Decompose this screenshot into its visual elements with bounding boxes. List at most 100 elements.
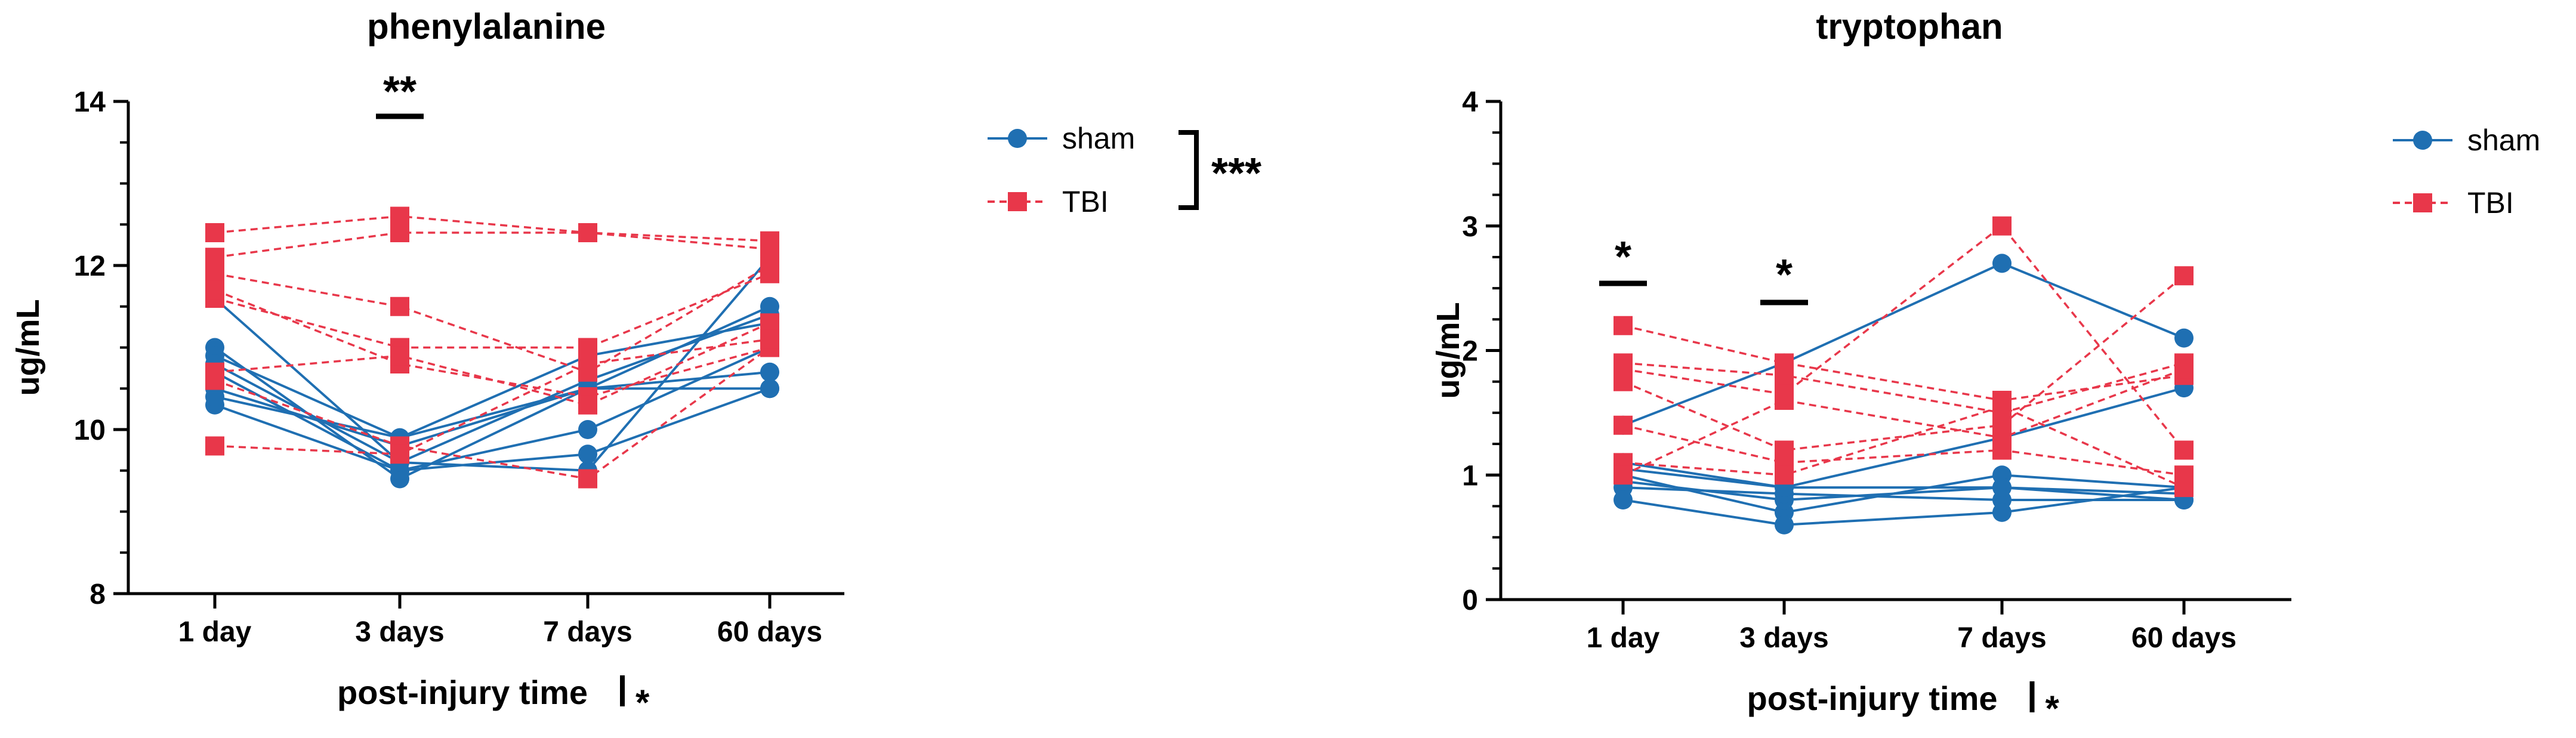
chart2-x-tick-label: 1 day (1587, 622, 1660, 654)
chart1-x-axis-significance: * (635, 683, 650, 722)
chart1-tbi-data-point (760, 239, 779, 259)
chart2-tbi-series-line (1622, 405, 2185, 489)
chart2-tbi-data-point (1614, 372, 1633, 391)
chart2-significance-label: * (1615, 233, 1631, 281)
chart2-tbi-series-line (1622, 274, 2185, 452)
chart2-tbi-series-line (1622, 325, 2185, 402)
chart1-tbi-data-point (578, 395, 597, 415)
chart2-y-tick-label: 0 (1462, 585, 1478, 616)
chart1-y-tick-label: 14 (74, 87, 106, 118)
chart2-legend-label-tbi: TBI (2467, 186, 2514, 220)
chart2-y-axis-label: ug/mL (1430, 302, 1466, 399)
chart1-tbi-data-point (205, 436, 224, 456)
chart2-sham-data-point (1992, 478, 2012, 498)
chart1-tbi-series-line (214, 322, 770, 406)
chart1-y-tick-label: 8 (90, 579, 106, 610)
chart1-sham-series-line (214, 387, 770, 439)
chart1-tbi-data-point (390, 297, 409, 316)
chart1-tbi-data-point (578, 469, 597, 489)
chart2-tbi-data-point (2174, 440, 2194, 460)
chart1-tbi-data-point (205, 370, 224, 390)
chart1-sham-data-point (760, 379, 779, 399)
chart1-legend-label-sham: sham (1062, 122, 1135, 155)
chart1-sham-series-line (214, 387, 770, 472)
chart1-legend-bracket (1179, 130, 1199, 210)
chart2-tbi-data-point (1992, 428, 2012, 447)
chart1-tbi-series-line (214, 347, 771, 480)
chart1-tbi-data-point (578, 223, 597, 242)
chart2-tbi-data-point (1775, 465, 1794, 485)
chart2-tbi-data-point (2174, 359, 2194, 379)
chart2-x-tick-label: 60 days (2131, 622, 2236, 654)
chart2-tbi-data-point (2174, 478, 2194, 498)
chart1-x-axis-label: post-injury time (337, 674, 588, 711)
chart2-sham-data-point (1614, 490, 1633, 510)
chart1-legend-bracket-label: *** (1211, 150, 1261, 197)
chart2-tbi-series-line (1622, 362, 2185, 414)
chart2-tbi-data-point (1992, 216, 2012, 236)
chart1-tbi-series-line (214, 338, 770, 456)
chart2-tbi-data-point (1992, 397, 2012, 416)
chart2-x-axis-significance: * (2046, 688, 2060, 728)
chart1-tbi-data-point (760, 313, 779, 333)
chart1-title: phenylalanine (367, 7, 606, 47)
chart1-tbi-series-line (214, 264, 770, 373)
chart2-y-tick-label: 4 (1462, 87, 1478, 118)
chart2-y-tick-label: 1 (1462, 460, 1478, 492)
chart2-tbi-series-line (1622, 424, 2185, 476)
chart2-sham-data-point (1992, 254, 2012, 273)
chart1-tbi-data-point (760, 329, 779, 349)
chart1-tbi-data-point (205, 248, 224, 267)
chart2-sham-data-point (1775, 515, 1794, 535)
chart2-sham-series-line (1622, 467, 2185, 501)
chart2-tbi-series-line (1622, 368, 2185, 476)
chart2-sham-series-line (1622, 262, 2185, 427)
chart2-sham-data-point (2174, 328, 2194, 348)
chart2-legend-marker-sham (2413, 131, 2432, 150)
chart1-x-tick-label: 1 day (178, 616, 252, 648)
chart1-legend-marker-sham (1008, 129, 1027, 148)
chart2-x-axis-label: post-injury time (1747, 680, 1997, 717)
chart1-tbi-series-line (214, 273, 770, 349)
chart1-sham-data-point (205, 387, 224, 406)
chart2-tbi-data-point (1775, 391, 1794, 410)
chart1-tbi-series-line (214, 215, 770, 242)
chart2-sham-data-point (1992, 502, 2012, 522)
chart2-sham-series-line (1622, 486, 2185, 526)
chart1-tbi-data-point (390, 223, 409, 242)
chart1-tbi-series-line (214, 289, 770, 398)
chart1-x-tick-label: 60 days (717, 616, 822, 648)
chart1-sham-data-point (578, 420, 597, 439)
chart2-tbi-data-point (1775, 366, 1794, 385)
chart1-tbi-data-point (578, 338, 597, 357)
chart1-tbi-data-point (205, 264, 224, 283)
chart1-y-tick-label: 10 (74, 415, 106, 446)
chart2-y-tick-label: 2 (1462, 336, 1478, 368)
chart1-tbi-data-point (390, 206, 409, 226)
chart2-significance-label: * (1776, 251, 1793, 299)
chart1-tbi-data-point (205, 223, 224, 242)
chart2-tbi-data-point (1614, 465, 1633, 485)
chart1-significance-label: ** (383, 68, 417, 116)
chart1-x-tick-label: 3 days (355, 616, 444, 648)
chart1-x-tick-label: 7 days (543, 616, 632, 648)
chart2-tbi-data-point (2174, 266, 2194, 286)
chart1-tbi-series-line (214, 231, 770, 258)
chart1-y-axis-label: ug/mL (10, 299, 46, 396)
chart2-tbi-data-point (1614, 415, 1633, 435)
chart1-legend-marker-tbi (1008, 192, 1027, 211)
chart1-tbi-data-point (390, 444, 409, 464)
chart2-legend-marker-tbi (2413, 193, 2432, 212)
chart2-tbi-series-line (1622, 224, 2185, 451)
chart2-legend-label-sham: sham (2467, 123, 2540, 157)
chart1-y-tick-label: 12 (74, 251, 106, 282)
chart1-sham-series-line (214, 322, 770, 439)
chart2-title: tryptophan (1816, 7, 2003, 47)
chart2-sham-series-line (1622, 387, 2185, 489)
chart1-legend-label-tbi: TBI (1062, 185, 1109, 218)
chart1-tbi-data-point (578, 354, 597, 373)
chart1-tbi-data-point (205, 280, 224, 300)
chart2-y-tick-label: 3 (1462, 211, 1478, 243)
